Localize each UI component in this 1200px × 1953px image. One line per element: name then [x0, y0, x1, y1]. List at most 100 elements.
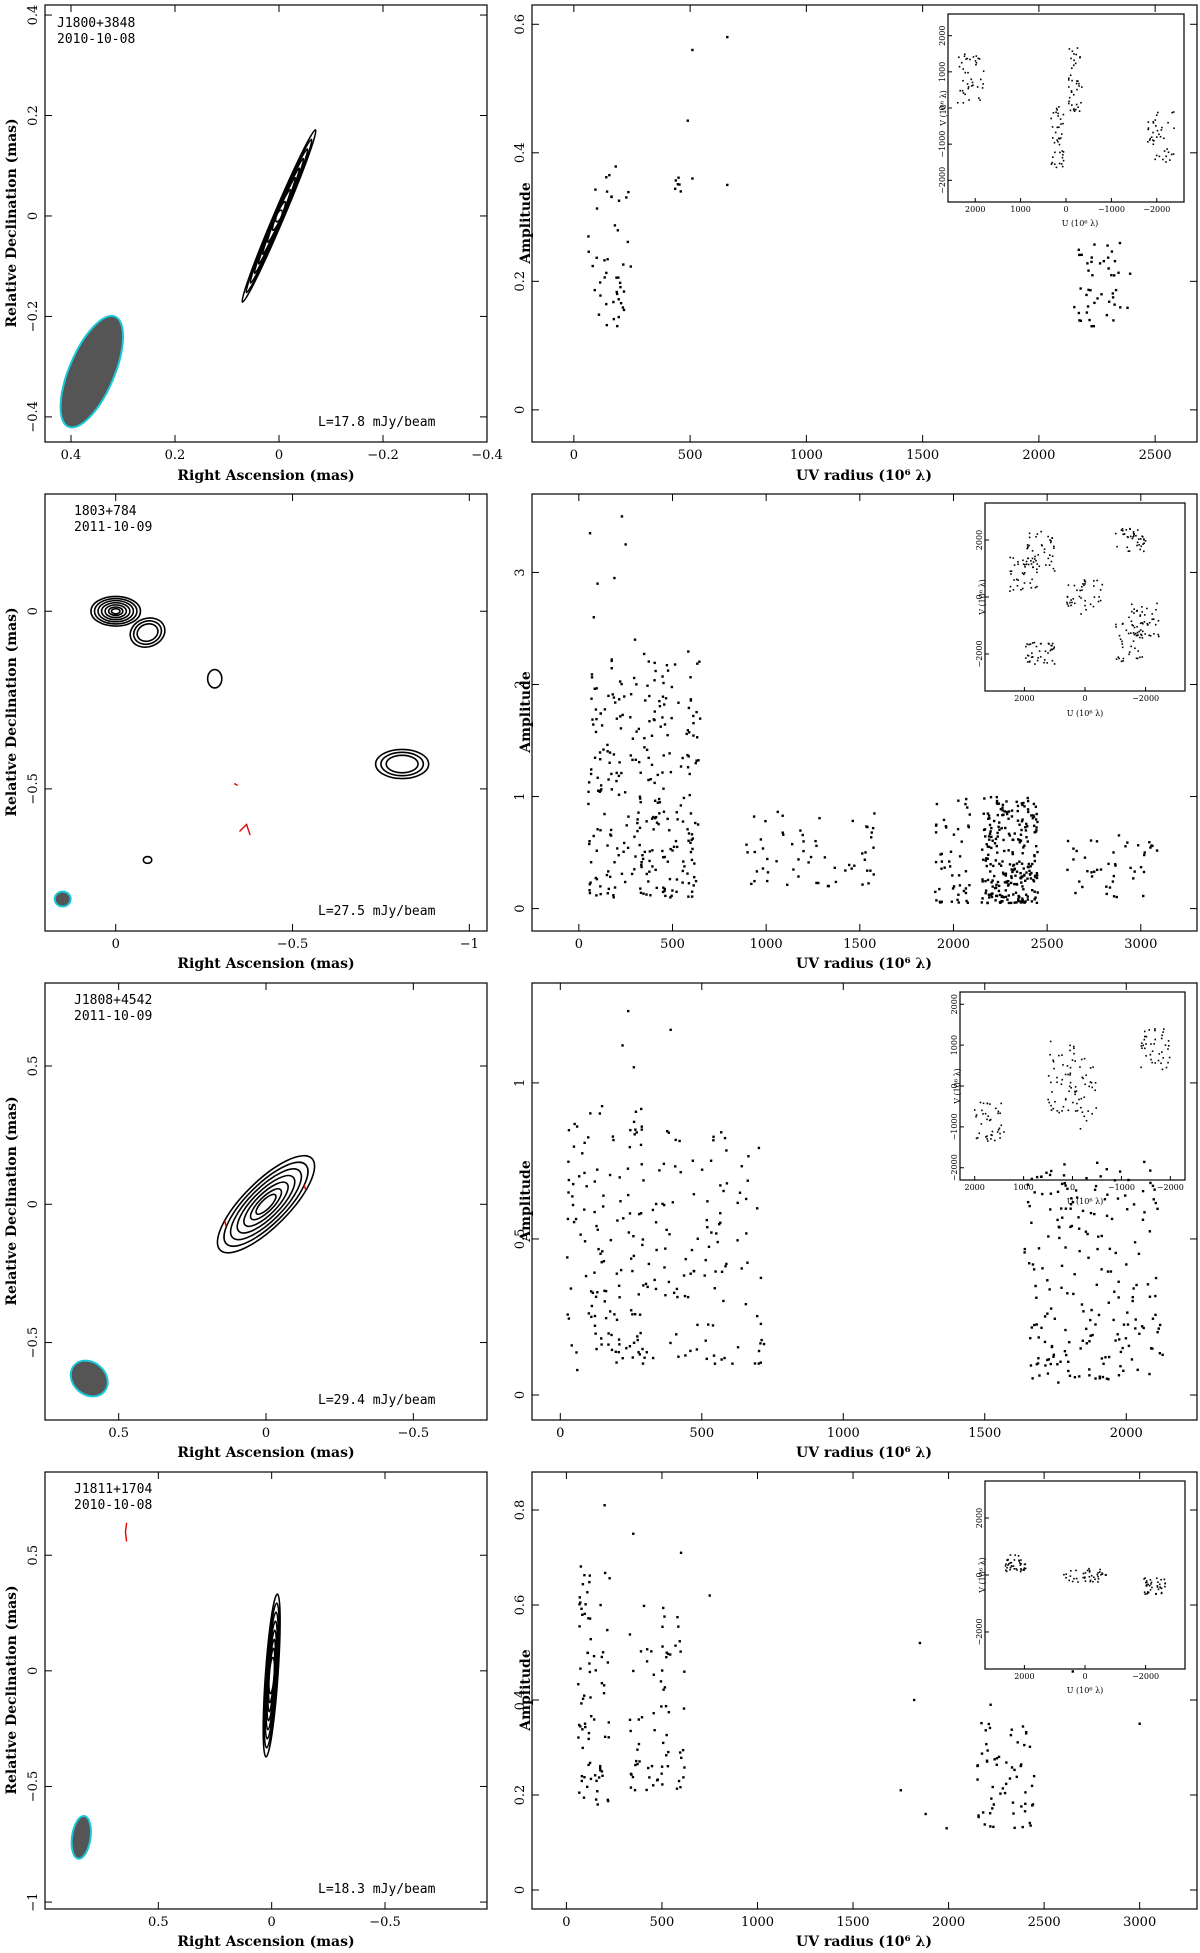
data-point [696, 1323, 699, 1327]
uv-frame-2 [531, 493, 1198, 932]
data-point [1094, 1184, 1098, 1188]
data-point [588, 1580, 591, 1584]
data-point [1032, 878, 1035, 882]
data-point [640, 863, 643, 867]
inset-uv-point [1036, 533, 1039, 535]
data-point [1030, 871, 1033, 875]
data-point [986, 878, 990, 882]
data-point [605, 271, 608, 275]
data-point [578, 1596, 581, 1599]
data-point [583, 1722, 587, 1725]
data-point [677, 1355, 680, 1358]
inset-uv-point [1056, 109, 1058, 111]
data-point [834, 880, 838, 884]
data-point [635, 683, 638, 686]
inset-uv-point [1049, 539, 1051, 541]
data-point [1141, 1189, 1145, 1193]
data-point [1050, 1169, 1053, 1173]
data-point [1046, 1312, 1049, 1315]
data-point [1116, 1197, 1120, 1200]
data-point [1122, 1323, 1126, 1326]
data-point [638, 760, 641, 764]
inset-uv-point [1050, 163, 1053, 165]
data-point [671, 1201, 675, 1204]
inset-x-tick-label: 0 [1070, 1183, 1075, 1192]
data-point [607, 778, 610, 781]
inset-uv-point [1139, 636, 1141, 639]
data-point [1013, 867, 1016, 871]
inset-uv-point [1082, 583, 1084, 585]
data-point [591, 1291, 595, 1295]
data-point [1095, 868, 1099, 872]
data-point [1077, 311, 1081, 315]
data-point [983, 828, 987, 831]
inset-uv-point [1076, 589, 1078, 592]
inset-uv-point [1010, 1565, 1013, 1567]
contour-line [100, 601, 131, 621]
inset-uv-point [1080, 597, 1082, 599]
data-point [618, 281, 622, 285]
data-point [1024, 826, 1027, 829]
data-point [989, 830, 992, 833]
data-point [725, 1149, 728, 1152]
data-point [607, 887, 611, 891]
inset-uv-point [1005, 1569, 1007, 1572]
data-point [1004, 874, 1008, 877]
inset-uv-point [1066, 603, 1069, 605]
inset-uv-point [1172, 111, 1175, 113]
inset-uv-point [1026, 547, 1028, 550]
inset-uv-point [1049, 1053, 1051, 1056]
data-point [603, 1735, 607, 1739]
inset-uv-point [1157, 619, 1160, 622]
data-point [629, 754, 632, 757]
source-name: 1803+784 [74, 504, 137, 519]
data-point [593, 687, 596, 691]
inset-uv-point [1069, 1575, 1072, 1577]
data-point [645, 1660, 649, 1663]
data-point [1011, 870, 1014, 874]
data-point [640, 1163, 643, 1166]
data-point [1035, 874, 1039, 877]
inset-y-label: V (10⁶ λ) [939, 90, 948, 127]
inset-uv-point [1140, 633, 1142, 636]
data-point [668, 877, 672, 881]
data-point [1026, 898, 1030, 901]
data-point [1110, 1217, 1114, 1221]
data-point [1114, 1339, 1117, 1342]
data-point [656, 801, 660, 804]
data-point [567, 1160, 570, 1163]
inset-uv-point [1048, 1101, 1051, 1104]
data-point [1143, 853, 1146, 857]
y-tick-label: 0 [26, 1667, 41, 1675]
contour-line [93, 597, 138, 625]
data-point [1098, 262, 1102, 265]
data-point [639, 797, 642, 800]
data-point [661, 890, 665, 894]
inset-uv-point [1095, 1107, 1098, 1109]
data-point [634, 758, 637, 761]
data-point [1134, 1327, 1137, 1330]
data-point [1103, 1198, 1107, 1201]
inset-uv-point [1060, 1083, 1063, 1086]
inset-uv-point [1119, 638, 1122, 641]
inset-uv-point [1147, 141, 1149, 143]
data-point [1073, 1376, 1077, 1379]
contour-line [385, 754, 419, 774]
data-point [604, 1316, 608, 1320]
data-point [1139, 866, 1143, 869]
uv-frame-3 [531, 982, 1198, 1421]
data-point [977, 1815, 980, 1819]
inset-uv-point [1130, 603, 1133, 606]
data-point [1149, 1181, 1152, 1185]
data-point [1031, 862, 1034, 866]
data-point [675, 845, 679, 849]
data-point [603, 276, 606, 279]
inset-uv-point [1030, 560, 1032, 562]
inset-uv-point [1054, 131, 1057, 134]
data-point [1038, 1374, 1041, 1377]
inset-uv-point [1070, 57, 1072, 60]
data-point [584, 1725, 587, 1729]
data-point [1013, 1768, 1016, 1772]
data-point [657, 797, 661, 801]
